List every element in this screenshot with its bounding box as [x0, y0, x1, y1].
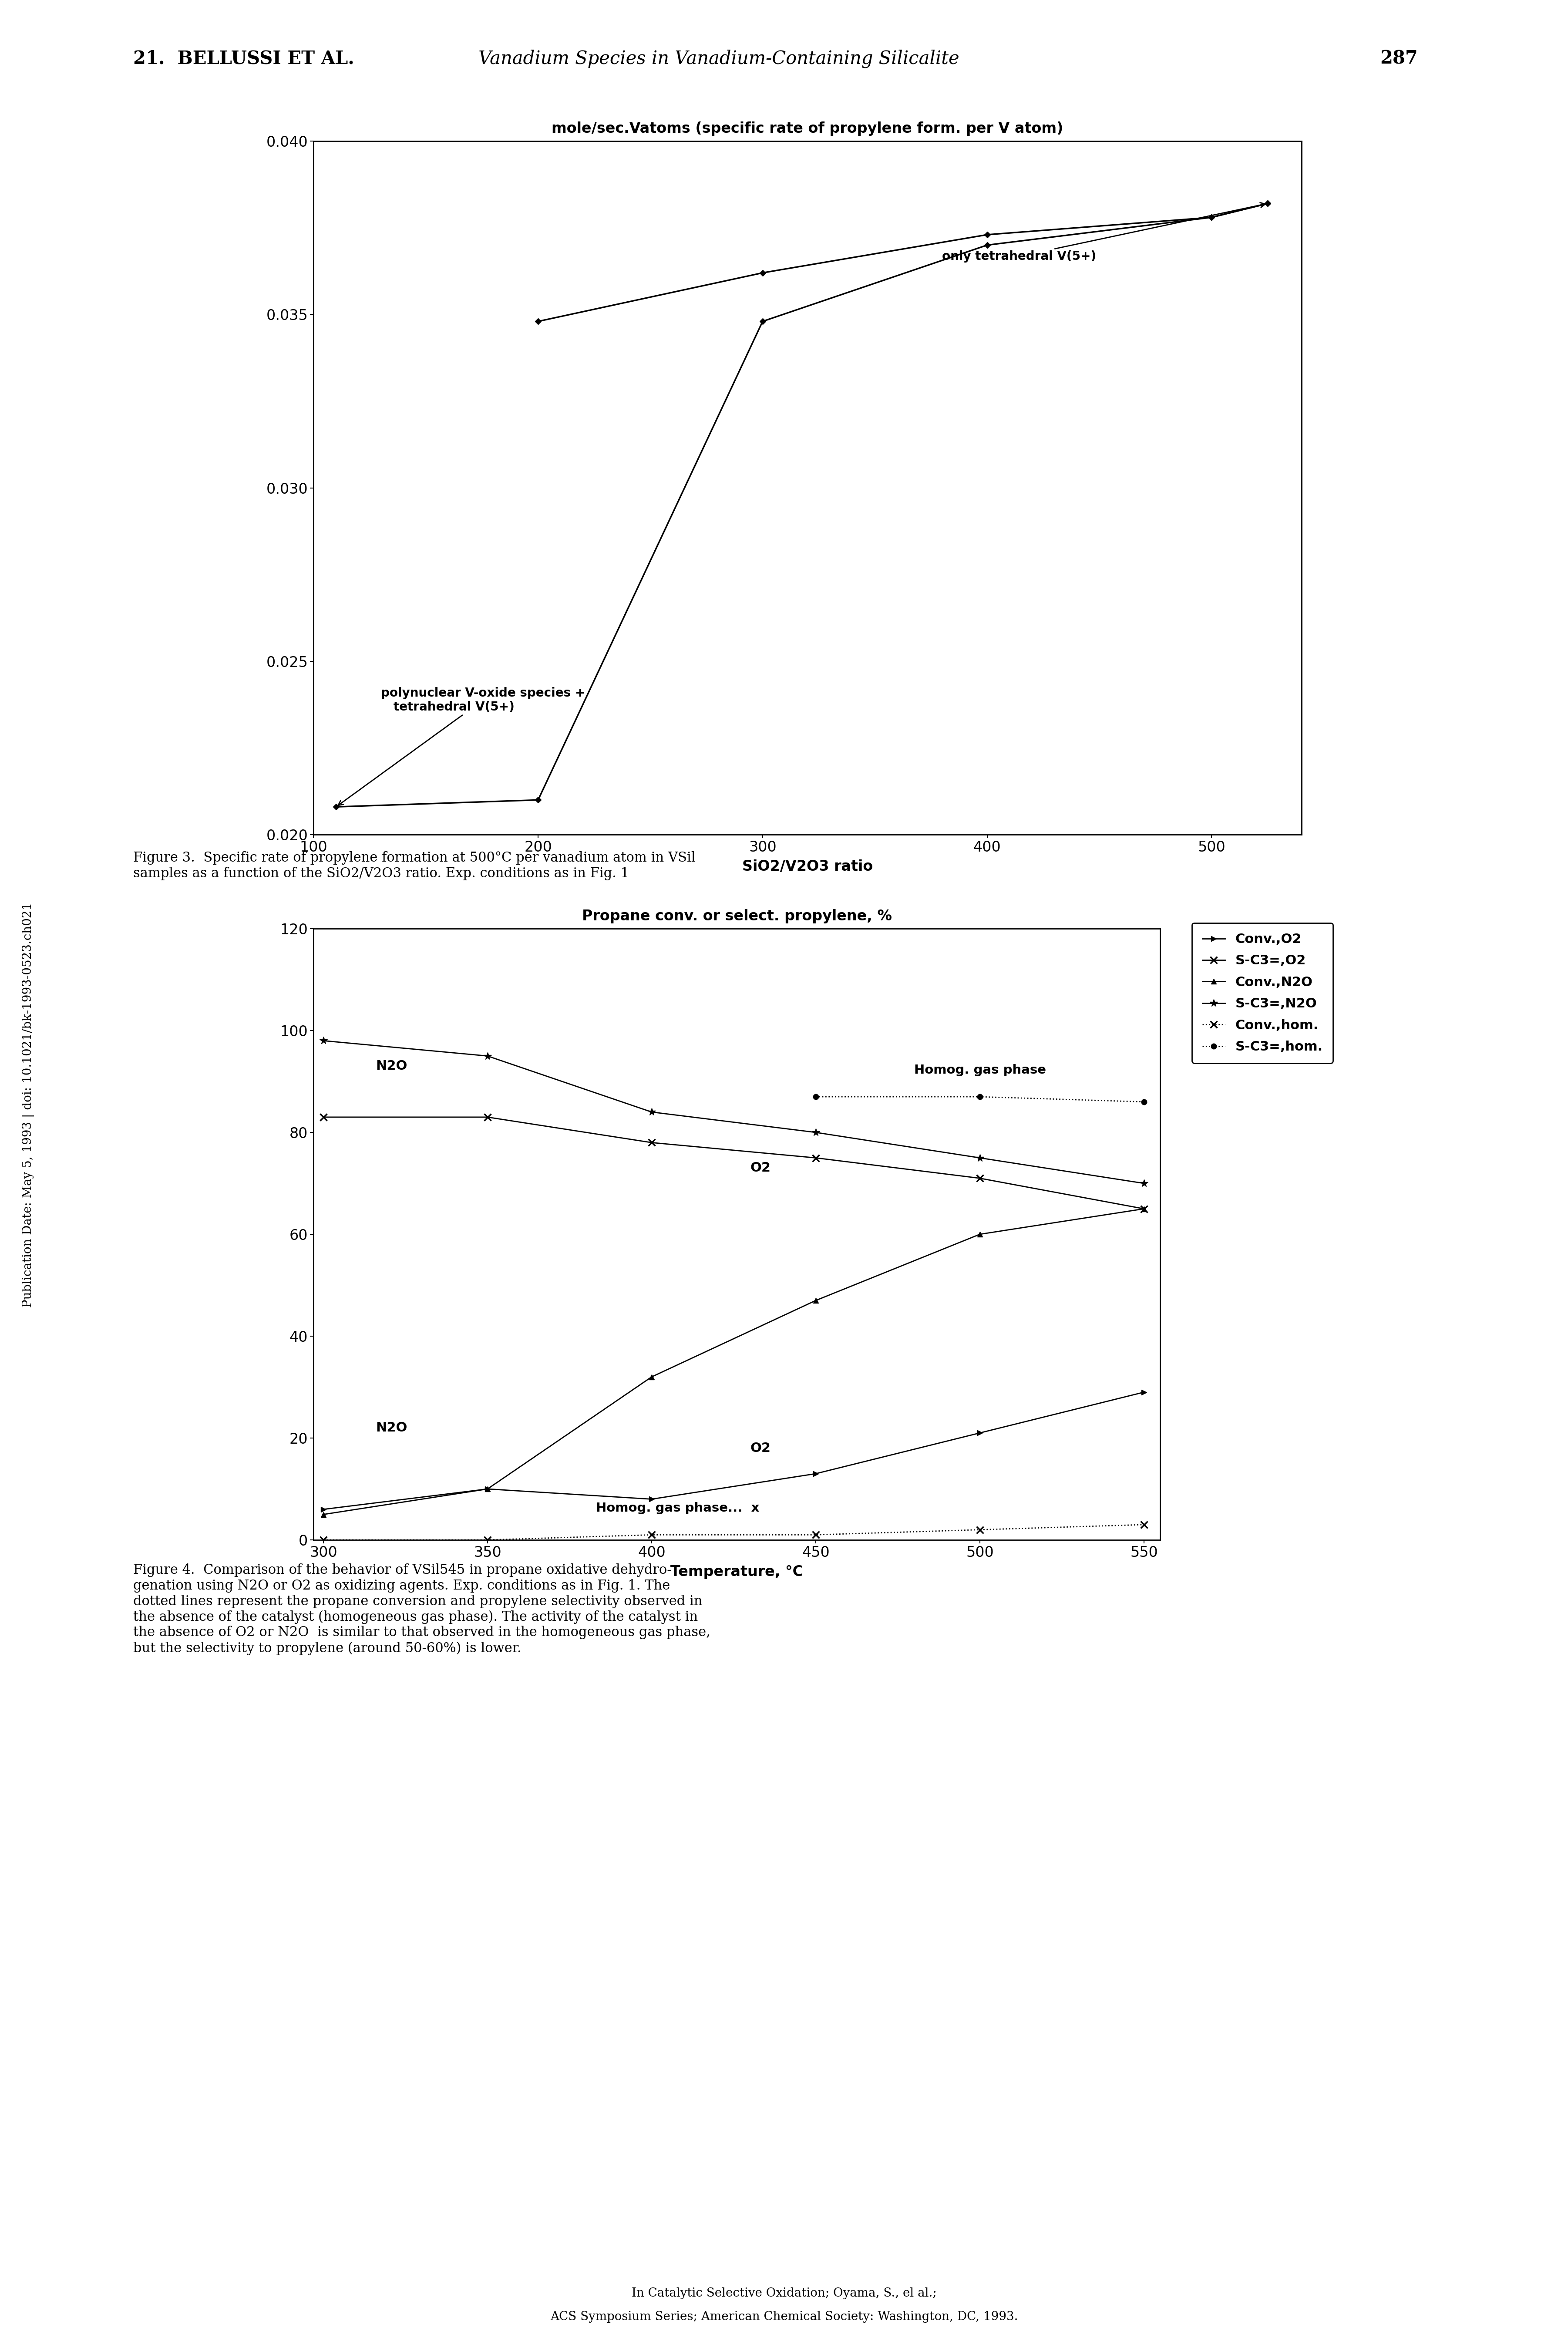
Line: Conv.,N2O: Conv.,N2O — [321, 1206, 1146, 1516]
Conv.,N2O — [314, 1500, 332, 1528]
Conv.,O2 — [806, 1460, 825, 1488]
Text: Homog. gas phase: Homog. gas phase — [914, 1065, 1046, 1077]
S-C3=,N2O — [643, 1098, 662, 1126]
Text: In Catalytic Selective Oxidation; Oyama, S., el al.;: In Catalytic Selective Oxidation; Oyama,… — [632, 2288, 936, 2299]
Conv.,hom. — [971, 1516, 989, 1545]
S-C3=,N2O — [478, 1041, 497, 1070]
Conv.,O2 — [971, 1420, 989, 1448]
Conv.,hom. — [1135, 1512, 1154, 1540]
X-axis label: SiO2/V2O3 ratio: SiO2/V2O3 ratio — [742, 860, 873, 875]
Conv.,N2O — [806, 1286, 825, 1314]
S-C3=,O2 — [643, 1128, 662, 1157]
Conv.,N2O — [643, 1364, 662, 1392]
Conv.,N2O — [1135, 1194, 1154, 1223]
Line: S-C3=,O2: S-C3=,O2 — [320, 1114, 1148, 1213]
Text: Publication Date: May 5, 1993 | doi: 10.1021/bk-1993-0523.ch021: Publication Date: May 5, 1993 | doi: 10.… — [22, 903, 34, 1307]
Conv.,O2 — [643, 1486, 662, 1514]
Conv.,hom. — [314, 1526, 332, 1554]
Text: Figure 3.  Specific rate of propylene formation at 500°C per vanadium atom in VS: Figure 3. Specific rate of propylene for… — [133, 851, 696, 879]
Line: Conv.,O2: Conv.,O2 — [321, 1389, 1146, 1512]
Conv.,N2O — [971, 1220, 989, 1248]
Text: Vanadium Species in Vanadium-Containing Silicalite: Vanadium Species in Vanadium-Containing … — [478, 49, 960, 68]
Line: S-C3=,hom.: S-C3=,hom. — [812, 1093, 1146, 1105]
S-C3=,N2O — [971, 1145, 989, 1173]
Legend: Conv.,O2, S-C3=,O2, Conv.,N2O, S-C3=,N2O, Conv.,hom., S-C3=,hom.: Conv.,O2, S-C3=,O2, Conv.,N2O, S-C3=,N2O… — [1192, 924, 1333, 1063]
Line: S-C3=,N2O: S-C3=,N2O — [320, 1037, 1148, 1187]
Text: polynuclear V-oxide species +
   tetrahedral V(5+): polynuclear V-oxide species + tetrahedra… — [339, 686, 585, 806]
Conv.,O2 — [478, 1474, 497, 1502]
Text: Homog. gas phase...  x: Homog. gas phase... x — [596, 1502, 759, 1514]
Title: mole/sec.Vatoms (specific rate of propylene form. per V atom): mole/sec.Vatoms (specific rate of propyl… — [552, 122, 1063, 136]
S-C3=,O2 — [806, 1145, 825, 1173]
Text: Figure 4.  Comparison of the behavior of VSil545 in propane oxidative dehydro-
g: Figure 4. Comparison of the behavior of … — [133, 1563, 710, 1655]
S-C3=,O2 — [1135, 1194, 1154, 1223]
S-C3=,O2 — [478, 1103, 497, 1131]
Text: O2: O2 — [750, 1441, 770, 1455]
S-C3=,N2O — [806, 1119, 825, 1147]
Text: N2O: N2O — [376, 1422, 408, 1434]
S-C3=,O2 — [971, 1164, 989, 1192]
Conv.,O2 — [314, 1495, 332, 1523]
Conv.,hom. — [478, 1526, 497, 1554]
S-C3=,hom. — [806, 1084, 825, 1112]
Text: N2O: N2O — [376, 1060, 408, 1072]
Title: Propane conv. or select. propylene, %: Propane conv. or select. propylene, % — [582, 910, 892, 924]
Text: 21.  BELLUSSI ET AL.: 21. BELLUSSI ET AL. — [133, 49, 354, 68]
Conv.,hom. — [806, 1521, 825, 1549]
Text: ACS Symposium Series; American Chemical Society: Washington, DC, 1993.: ACS Symposium Series; American Chemical … — [550, 2311, 1018, 2323]
Conv.,hom. — [643, 1521, 662, 1549]
S-C3=,N2O — [1135, 1168, 1154, 1197]
Conv.,N2O — [478, 1474, 497, 1502]
Conv.,O2 — [1135, 1378, 1154, 1406]
S-C3=,hom. — [1135, 1089, 1154, 1117]
Text: 287: 287 — [1380, 49, 1417, 68]
Text: only tetrahedral V(5+): only tetrahedral V(5+) — [942, 202, 1265, 263]
S-C3=,hom. — [971, 1084, 989, 1112]
S-C3=,N2O — [314, 1027, 332, 1056]
X-axis label: Temperature, °C: Temperature, °C — [671, 1566, 803, 1580]
Text: O2: O2 — [750, 1161, 770, 1176]
Line: Conv.,hom.: Conv.,hom. — [320, 1521, 1148, 1542]
S-C3=,O2 — [314, 1103, 332, 1131]
